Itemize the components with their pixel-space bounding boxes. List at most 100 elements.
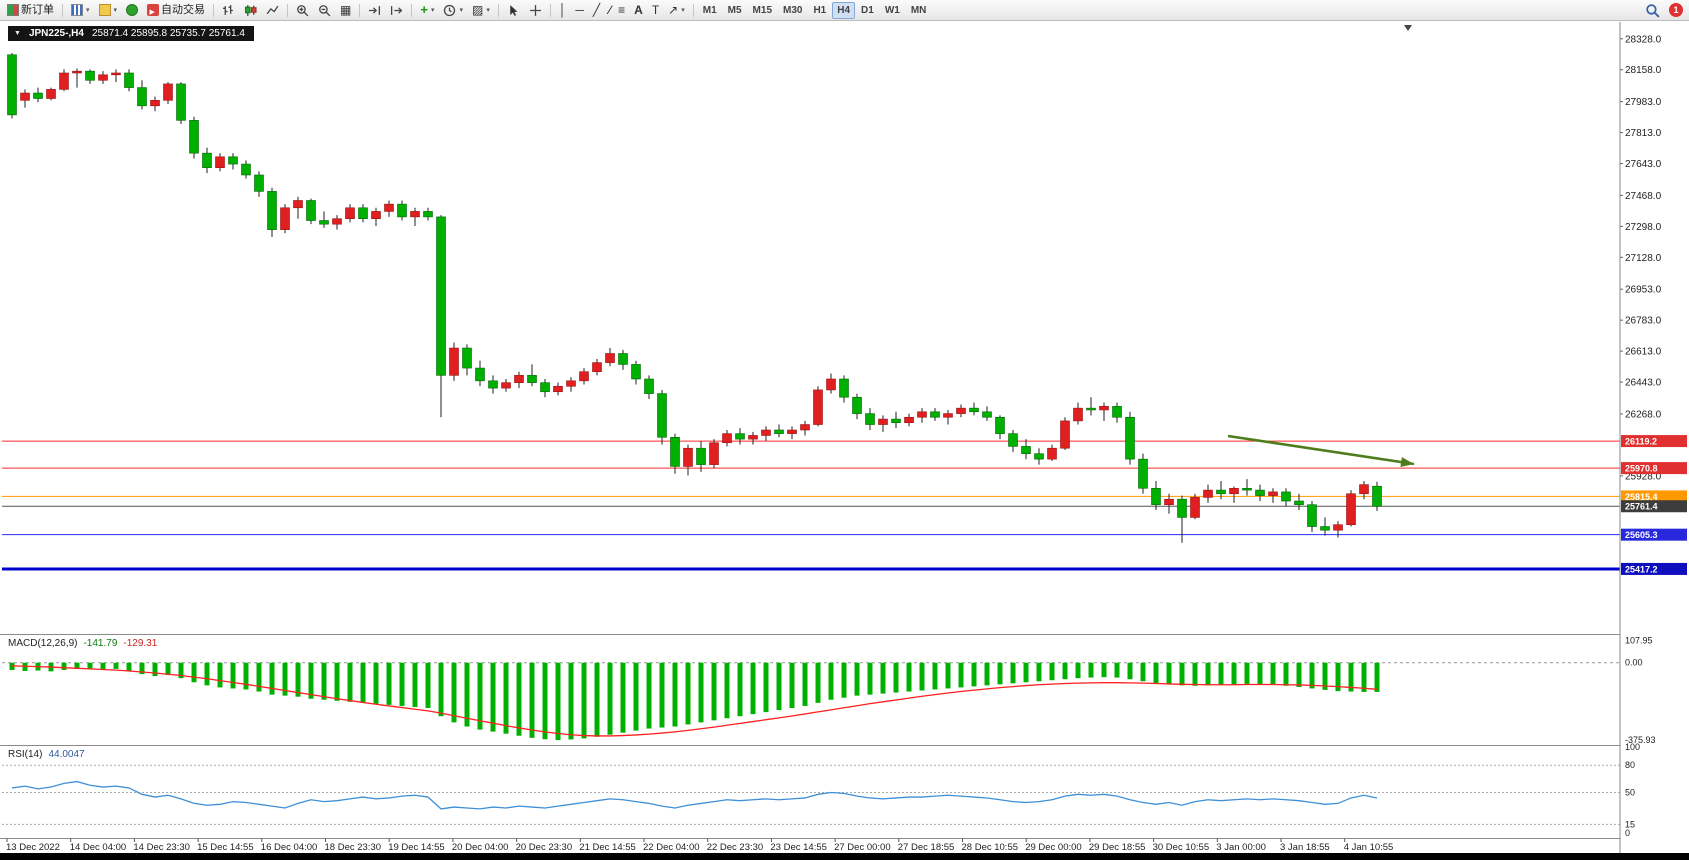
notification-badge[interactable]: 1 — [1669, 3, 1683, 17]
candle-body — [1203, 489, 1213, 498]
timeframe-h1-button[interactable]: H1 — [808, 2, 831, 19]
chart-title-tab[interactable]: ▼ JPN225-,H4 25871.4 25895.8 25735.7 257… — [8, 26, 254, 41]
scroll-end-marker[interactable] — [1404, 25, 1412, 31]
candle-body — [1346, 493, 1356, 526]
zoom-out-icon — [319, 4, 331, 16]
macd-bar — [1361, 662, 1367, 692]
candle-body — [995, 416, 1005, 434]
timeframe-d1-button[interactable]: D1 — [856, 2, 879, 19]
text-button[interactable]: A — [630, 2, 647, 19]
candle-body — [579, 371, 589, 382]
chevron-down-icon: ▾ — [430, 6, 435, 14]
time-label: 29 Dec 00:00 — [1025, 842, 1082, 853]
line-chart-button[interactable] — [262, 2, 283, 19]
indicators-button[interactable]: + ▾ — [416, 2, 438, 19]
macd-bar — [386, 662, 392, 705]
macd-bar — [646, 662, 652, 729]
trend-arrow[interactable] — [1227, 434, 1415, 466]
candle-body — [865, 413, 875, 425]
text-label-button[interactable]: T — [648, 2, 663, 19]
candlestick-chart-button[interactable] — [240, 2, 261, 19]
trendline-button[interactable]: ╱ — [589, 2, 604, 19]
candle-body — [696, 447, 706, 465]
timeframe-m5-button[interactable]: M5 — [723, 2, 747, 19]
vertical-line-button[interactable]: │ — [555, 2, 571, 19]
auto-trading-button[interactable]: 自动交易 — [143, 2, 209, 20]
time-label: 27 Dec 18:55 — [898, 842, 955, 853]
zoom-in-button[interactable] — [292, 2, 313, 19]
equidistant-channel-button[interactable]: ∕∕ — [605, 2, 613, 19]
candle-body — [891, 418, 901, 424]
chart-title-symbol: JPN225-,H4 — [28, 28, 84, 39]
macd-bar — [464, 662, 470, 727]
rsi-value: 44.0047 — [48, 749, 85, 760]
chart-title-ohlc: 25871.4 25895.8 25735.7 25761.4 — [91, 28, 245, 39]
candle-body — [1164, 498, 1174, 505]
macd-bar — [1036, 662, 1042, 682]
time-label: 16 Dec 04:00 — [261, 842, 318, 853]
macd-bar — [984, 662, 990, 686]
crosshair-button[interactable] — [525, 2, 546, 19]
timeframe-h4-button[interactable]: H4 — [832, 1, 856, 19]
search-button[interactable] — [1641, 2, 1664, 19]
candle-body — [969, 407, 979, 413]
new-chart-button[interactable]: ▾ — [67, 2, 94, 19]
zoom-out-button[interactable] — [314, 2, 335, 19]
chart-shift-button[interactable] — [386, 2, 407, 19]
price-label: 26443.0 — [1625, 378, 1662, 389]
profiles-icon — [98, 4, 111, 16]
macd-bar — [191, 662, 197, 683]
chevron-down-icon: ▾ — [459, 6, 463, 14]
new-order-button[interactable]: 新订单 — [3, 2, 58, 19]
candle-body — [800, 424, 810, 431]
candle-body — [748, 435, 758, 440]
price-label: 26783.0 — [1625, 316, 1662, 327]
templates-button[interactable]: ▨ ▾ — [468, 2, 494, 19]
candle-body — [1216, 489, 1226, 495]
price-label: 28328.0 — [1625, 34, 1662, 45]
chart-plot-area[interactable] — [0, 22, 1620, 853]
periods-button[interactable]: ▾ — [439, 2, 467, 19]
price-badge-25417.2 — [1621, 562, 1687, 575]
candle-body — [1359, 484, 1369, 495]
profiles-button[interactable]: ▾ — [95, 2, 122, 19]
trend-arrow-head — [1400, 457, 1414, 468]
timeframe-mn-button[interactable]: MN — [906, 2, 932, 19]
candle-body — [839, 378, 849, 398]
candle-body — [345, 207, 355, 220]
candle-body — [917, 411, 927, 418]
main-toolbar: 新订单 ▾ ▾ 自动交易 ▦ + ▾ — [0, 0, 1689, 21]
candle-body — [826, 378, 836, 391]
timeframe-w1-button[interactable]: W1 — [880, 2, 905, 19]
candle-body — [1190, 497, 1200, 518]
market-watch-button[interactable] — [122, 2, 142, 19]
macd-bar — [282, 662, 288, 696]
time-label: 14 Dec 23:30 — [133, 842, 190, 853]
macd-bar — [334, 662, 340, 701]
price-badge-26119.2 — [1621, 435, 1687, 448]
macd-bar — [1101, 662, 1107, 678]
time-label: 20 Dec 23:30 — [516, 842, 573, 853]
arrows-icon: ↗ — [668, 3, 679, 17]
candle-body — [1229, 487, 1239, 495]
bar-chart-button[interactable] — [218, 2, 239, 19]
macd-name: MACD(12,26,9) — [8, 638, 78, 649]
candle-body — [189, 120, 199, 154]
auto-scroll-button[interactable] — [364, 2, 385, 19]
horizontal-line-button[interactable]: ─ — [571, 2, 588, 19]
new-order-icon — [7, 4, 19, 16]
toolbar-separator — [549, 3, 551, 17]
fibonacci-button[interactable]: ≡ — [614, 2, 629, 19]
tile-windows-button[interactable]: ▦ — [336, 2, 355, 19]
timeframe-m15-button[interactable]: M15 — [748, 2, 777, 19]
candle-body — [215, 156, 225, 169]
time-label: 19 Dec 14:55 — [388, 842, 445, 853]
macd-bar — [815, 662, 821, 703]
timeframe-m1-button[interactable]: M1 — [698, 2, 722, 19]
arrows-button[interactable]: ↗ ▾ — [664, 2, 689, 19]
timeframe-m30-button[interactable]: M30 — [778, 2, 807, 19]
toolbar-right-group: 1 — [1641, 2, 1686, 19]
candle-body — [1320, 526, 1330, 531]
cursor-button[interactable] — [503, 2, 524, 19]
macd-bar — [1218, 662, 1224, 685]
